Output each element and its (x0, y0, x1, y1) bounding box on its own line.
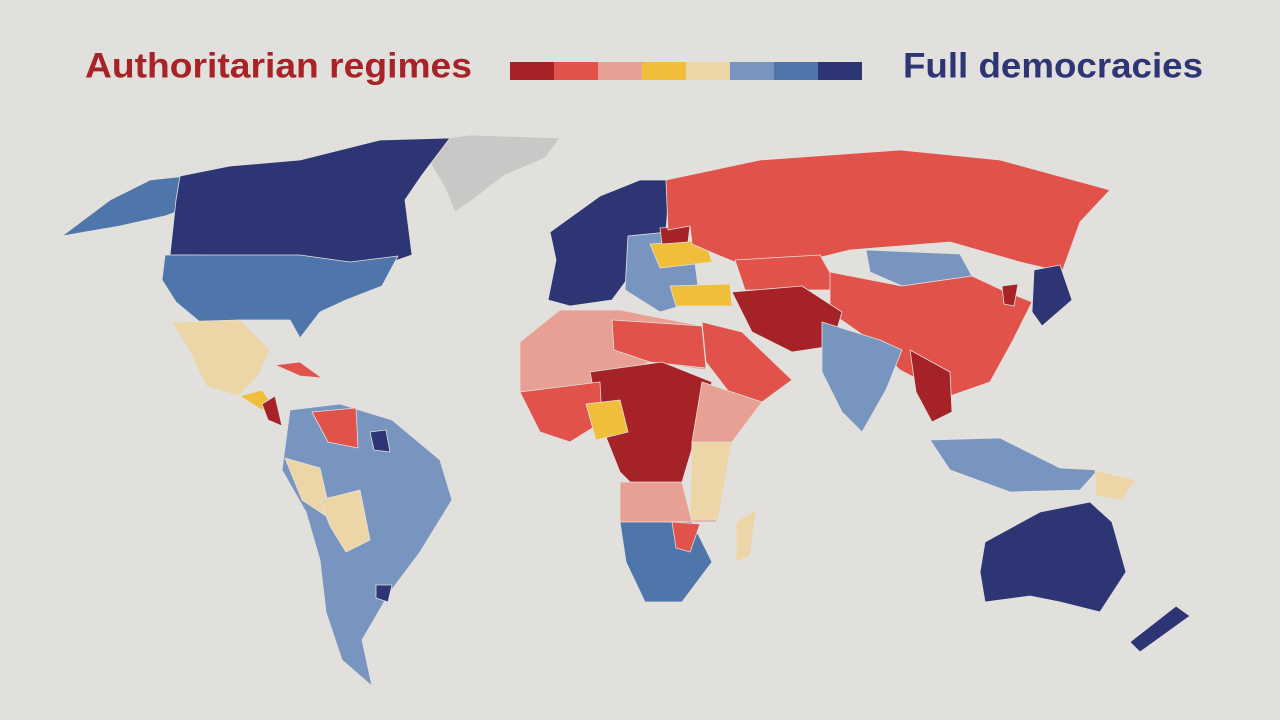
mozambique (671, 521, 701, 553)
nigeria (585, 399, 629, 441)
russia (665, 149, 1111, 273)
legend-swatch (554, 62, 598, 80)
legend-right-label: Full democracies (903, 46, 1203, 85)
cuba (274, 361, 323, 379)
mexico (171, 319, 271, 397)
west-africa (519, 381, 603, 443)
south-central-africa (619, 481, 693, 523)
greenland (419, 134, 561, 213)
legend-swatch (818, 62, 862, 80)
central-asia (734, 254, 841, 291)
png (1094, 469, 1137, 501)
indonesia (929, 437, 1099, 493)
legend-swatch (774, 62, 818, 80)
new-zealand (1129, 605, 1191, 653)
world-map (61, 134, 1191, 687)
turkey (669, 283, 733, 307)
legend-left-label: Authoritarian regimes (85, 46, 472, 85)
egypt-libya (611, 319, 707, 369)
madagascar (735, 509, 757, 563)
venezuela (311, 407, 359, 449)
legend-scale (510, 62, 862, 80)
legend-swatch (598, 62, 642, 80)
japan (1031, 264, 1073, 327)
bolivia (319, 489, 371, 553)
myanmar (909, 349, 953, 423)
guiana (369, 429, 391, 453)
australia (979, 501, 1127, 613)
uruguay (375, 584, 393, 603)
usa (161, 254, 399, 339)
legend-swatch (730, 62, 774, 80)
south-america (281, 403, 453, 687)
legend-swatch (686, 62, 730, 80)
india (821, 321, 903, 433)
nicaragua (261, 395, 283, 427)
korea (1001, 283, 1019, 307)
kenya-tanzania (689, 441, 733, 521)
legend-swatch (510, 62, 554, 80)
legend-swatch (642, 62, 686, 80)
